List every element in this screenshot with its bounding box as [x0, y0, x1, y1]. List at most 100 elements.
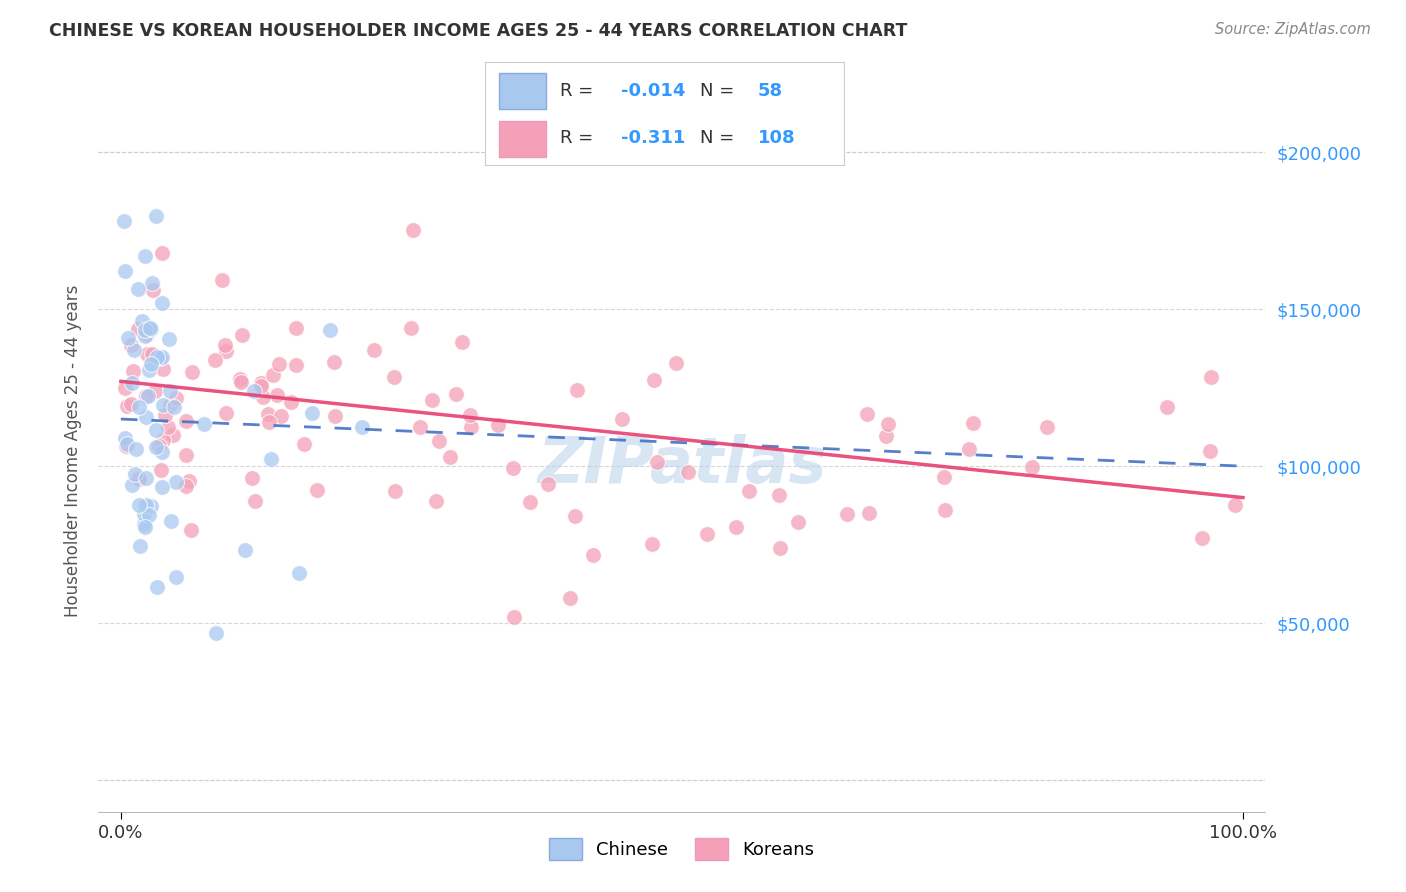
Point	[738, 484, 761, 499]
Point	[128, 539, 150, 553]
Point	[957, 442, 980, 457]
Point	[610, 412, 633, 426]
Point	[115, 399, 138, 413]
Point	[141, 322, 163, 336]
Point	[875, 429, 897, 443]
Point	[145, 440, 167, 454]
Point	[179, 474, 201, 488]
Point	[135, 389, 157, 403]
Point	[856, 407, 879, 421]
Point	[1199, 443, 1222, 458]
Point	[152, 433, 174, 447]
Point	[120, 338, 142, 352]
Point	[725, 519, 748, 533]
Point	[266, 388, 288, 402]
Point	[425, 494, 447, 508]
Point	[502, 610, 524, 624]
Point	[243, 384, 266, 399]
Point	[134, 323, 156, 337]
Point	[138, 508, 160, 523]
Point	[214, 338, 236, 352]
Point	[124, 343, 146, 357]
Point	[409, 420, 432, 434]
Point	[215, 407, 238, 421]
Point	[231, 327, 253, 342]
Point	[301, 406, 323, 420]
Point	[157, 420, 180, 434]
Point	[122, 364, 145, 378]
Point	[664, 356, 686, 370]
Point	[787, 515, 810, 529]
Point	[121, 477, 143, 491]
Point	[233, 543, 256, 558]
Point	[486, 417, 509, 432]
Point	[460, 408, 482, 422]
Point	[162, 427, 184, 442]
Point	[127, 322, 149, 336]
Point	[565, 384, 588, 398]
Point	[138, 363, 160, 377]
Point	[262, 368, 284, 383]
Point	[145, 350, 167, 364]
Point	[1191, 531, 1213, 545]
Text: ZIPatlas: ZIPatlas	[537, 434, 827, 496]
Point	[128, 400, 150, 414]
Point	[215, 343, 238, 358]
Point	[205, 625, 228, 640]
Point	[1225, 498, 1247, 512]
Point	[876, 417, 898, 432]
Point	[323, 355, 346, 369]
Point	[181, 365, 204, 379]
Point	[132, 517, 155, 532]
Point	[962, 416, 984, 430]
Point	[240, 471, 263, 485]
Point	[439, 450, 461, 464]
Point	[193, 417, 215, 432]
Point	[139, 357, 162, 371]
Point	[142, 283, 165, 297]
Point	[150, 246, 173, 260]
Point	[159, 398, 181, 412]
Point	[114, 264, 136, 278]
Point	[134, 249, 156, 263]
Point	[384, 483, 406, 498]
Point	[146, 580, 169, 594]
Point	[134, 329, 156, 343]
Point	[135, 409, 157, 424]
Point	[145, 210, 167, 224]
Point	[259, 451, 281, 466]
Point	[932, 470, 955, 484]
Point	[558, 591, 581, 606]
Point	[128, 471, 150, 485]
Point	[211, 273, 233, 287]
Point	[427, 434, 450, 448]
Point	[159, 384, 181, 399]
Point	[165, 570, 187, 584]
Point	[121, 376, 143, 390]
Point	[252, 390, 274, 404]
Point	[402, 223, 425, 237]
Point	[180, 523, 202, 537]
Point	[325, 409, 347, 424]
Point	[135, 347, 157, 361]
Point	[138, 388, 160, 402]
Point	[138, 320, 160, 334]
Point	[163, 400, 186, 414]
Point	[231, 375, 253, 389]
Point	[564, 508, 586, 523]
Point	[285, 321, 308, 335]
Point	[115, 437, 138, 451]
Point	[148, 439, 170, 453]
Point	[288, 566, 311, 580]
Point	[150, 479, 173, 493]
Point	[112, 214, 135, 228]
Point	[446, 387, 468, 401]
Y-axis label: Householder Income Ages 25 - 44 years: Householder Income Ages 25 - 44 years	[65, 285, 83, 616]
Point	[835, 507, 858, 521]
FancyBboxPatch shape	[499, 73, 546, 109]
Point	[934, 503, 956, 517]
Text: Source: ZipAtlas.com: Source: ZipAtlas.com	[1215, 22, 1371, 37]
Point	[157, 332, 180, 346]
Point	[270, 409, 292, 423]
Point	[250, 378, 273, 392]
